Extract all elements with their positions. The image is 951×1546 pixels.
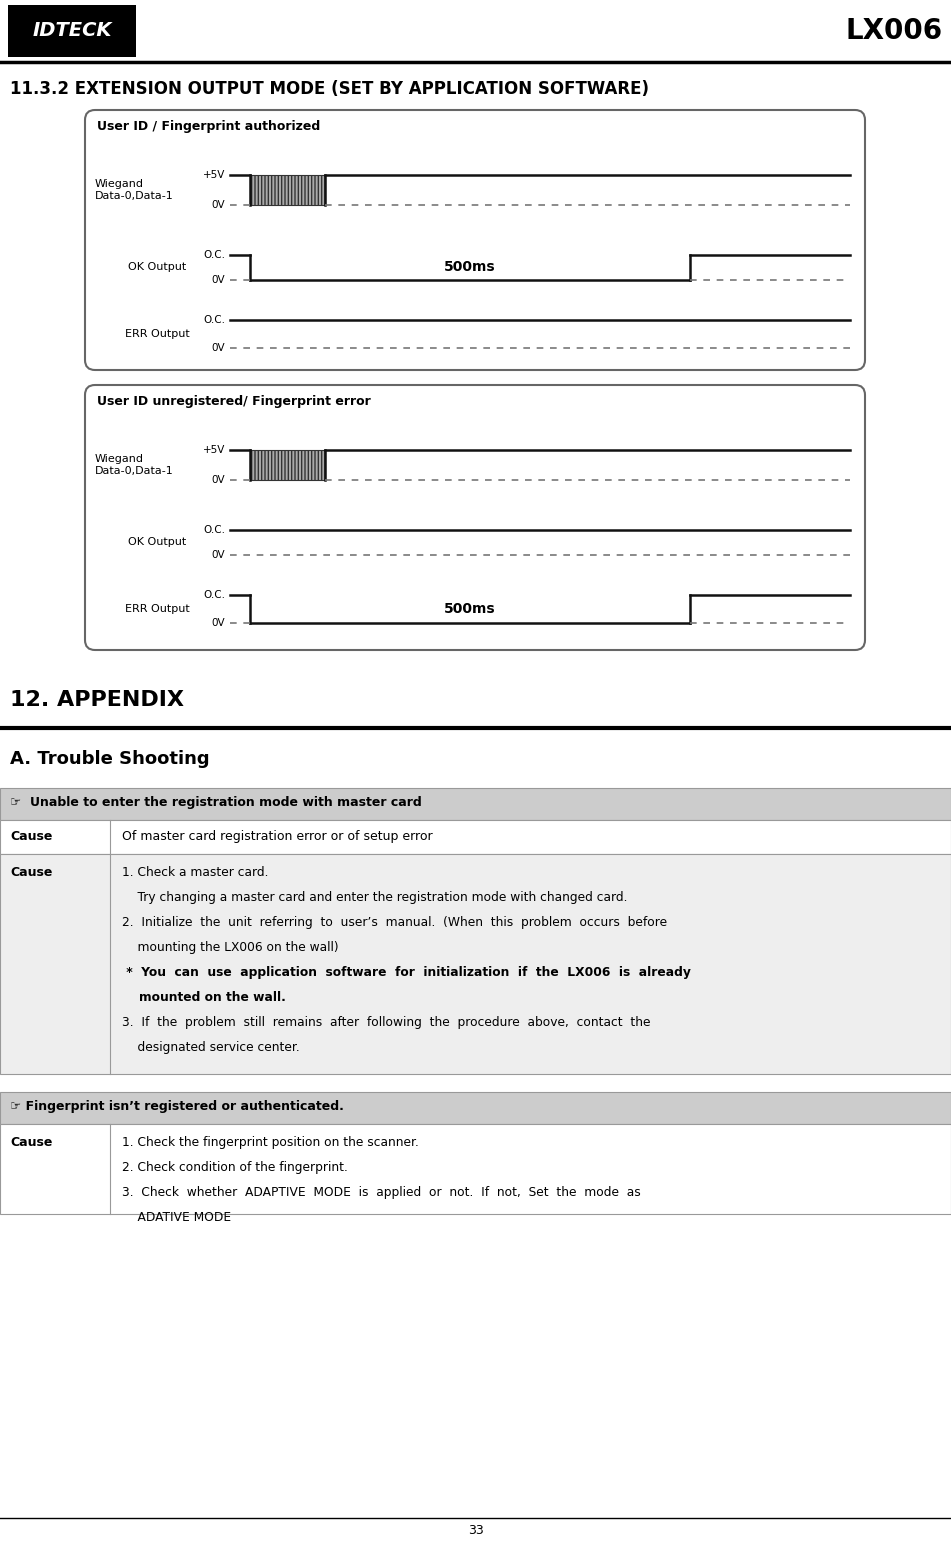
Text: 0V: 0V xyxy=(211,618,225,628)
Text: O.C.: O.C. xyxy=(203,526,225,535)
Text: A. Trouble Shooting: A. Trouble Shooting xyxy=(10,750,209,768)
Bar xyxy=(0,853,951,1074)
Bar xyxy=(250,450,325,479)
Text: Wiegand
Data-0,Data-1: Wiegand Data-0,Data-1 xyxy=(95,455,174,476)
Bar xyxy=(8,5,136,57)
Text: 3.  Check  whether  ADAPTIVE  MODE  is  applied  or  not.  If  not,  Set  the  m: 3. Check whether ADAPTIVE MODE is applie… xyxy=(122,1186,641,1200)
Text: mounting the LX006 on the wall): mounting the LX006 on the wall) xyxy=(122,942,339,954)
Text: 500ms: 500ms xyxy=(444,260,495,274)
FancyBboxPatch shape xyxy=(85,385,865,649)
Text: OK Output: OK Output xyxy=(127,536,186,547)
Text: +5V: +5V xyxy=(203,170,225,179)
Text: 0V: 0V xyxy=(211,275,225,284)
Bar xyxy=(0,1091,951,1124)
Text: mounted on the wall.: mounted on the wall. xyxy=(122,991,286,1003)
Text: ☞ Fingerprint isn’t registered or authenticated.: ☞ Fingerprint isn’t registered or authen… xyxy=(10,1101,344,1113)
Text: 2.  Initialize  the  unit  referring  to  user’s  manual.  (When  this  problem : 2. Initialize the unit referring to user… xyxy=(122,915,667,929)
Text: designated service center.: designated service center. xyxy=(122,1040,300,1054)
Text: ☞  Unable to enter the registration mode with master card: ☞ Unable to enter the registration mode … xyxy=(10,796,421,809)
Text: 500ms: 500ms xyxy=(444,601,495,615)
Text: O.C.: O.C. xyxy=(203,315,225,325)
Bar xyxy=(0,819,951,853)
Text: Cause: Cause xyxy=(10,1136,52,1149)
Text: Cause: Cause xyxy=(10,866,52,880)
Text: ADATIVE MODE: ADATIVE MODE xyxy=(122,1211,231,1224)
Text: User ID unregistered/ Fingerprint error: User ID unregistered/ Fingerprint error xyxy=(97,394,371,408)
Text: O.C.: O.C. xyxy=(203,591,225,600)
Text: 0V: 0V xyxy=(211,550,225,560)
Text: Wiegand
Data-0,Data-1: Wiegand Data-0,Data-1 xyxy=(95,179,174,201)
Text: Cause: Cause xyxy=(10,830,52,843)
Text: Of master card registration error or of setup error: Of master card registration error or of … xyxy=(122,830,433,843)
Text: O.C.: O.C. xyxy=(203,250,225,260)
Bar xyxy=(0,1124,951,1214)
Text: 1. Check a master card.: 1. Check a master card. xyxy=(122,866,268,880)
Text: +5V: +5V xyxy=(203,445,225,455)
Text: Try changing a master card and enter the registration mode with changed card.: Try changing a master card and enter the… xyxy=(122,890,628,904)
Text: IDTECK: IDTECK xyxy=(32,22,112,40)
Bar xyxy=(0,788,951,819)
Text: 3.  If  the  problem  still  remains  after  following  the  procedure  above,  : 3. If the problem still remains after fo… xyxy=(122,1016,650,1030)
Text: 0V: 0V xyxy=(211,199,225,210)
Text: 2. Check condition of the fingerprint.: 2. Check condition of the fingerprint. xyxy=(122,1161,348,1173)
Text: LX006: LX006 xyxy=(845,17,943,45)
Text: 0V: 0V xyxy=(211,343,225,352)
Text: ERR Output: ERR Output xyxy=(125,329,189,339)
Text: 33: 33 xyxy=(468,1524,483,1537)
Text: 1. Check the fingerprint position on the scanner.: 1. Check the fingerprint position on the… xyxy=(122,1136,418,1149)
Text: *  You  can  use  application  software  for  initialization  if  the  LX006  is: * You can use application software for i… xyxy=(122,966,690,979)
Bar xyxy=(250,175,325,206)
FancyBboxPatch shape xyxy=(85,110,865,369)
Text: ERR Output: ERR Output xyxy=(125,604,189,614)
Text: 11.3.2 EXTENSION OUTPUT MODE (SET BY APPLICATION SOFTWARE): 11.3.2 EXTENSION OUTPUT MODE (SET BY APP… xyxy=(10,80,649,97)
Text: 0V: 0V xyxy=(211,475,225,485)
Text: 12. APPENDIX: 12. APPENDIX xyxy=(10,690,184,710)
Text: OK Output: OK Output xyxy=(127,261,186,272)
Text: User ID / Fingerprint authorized: User ID / Fingerprint authorized xyxy=(97,121,320,133)
